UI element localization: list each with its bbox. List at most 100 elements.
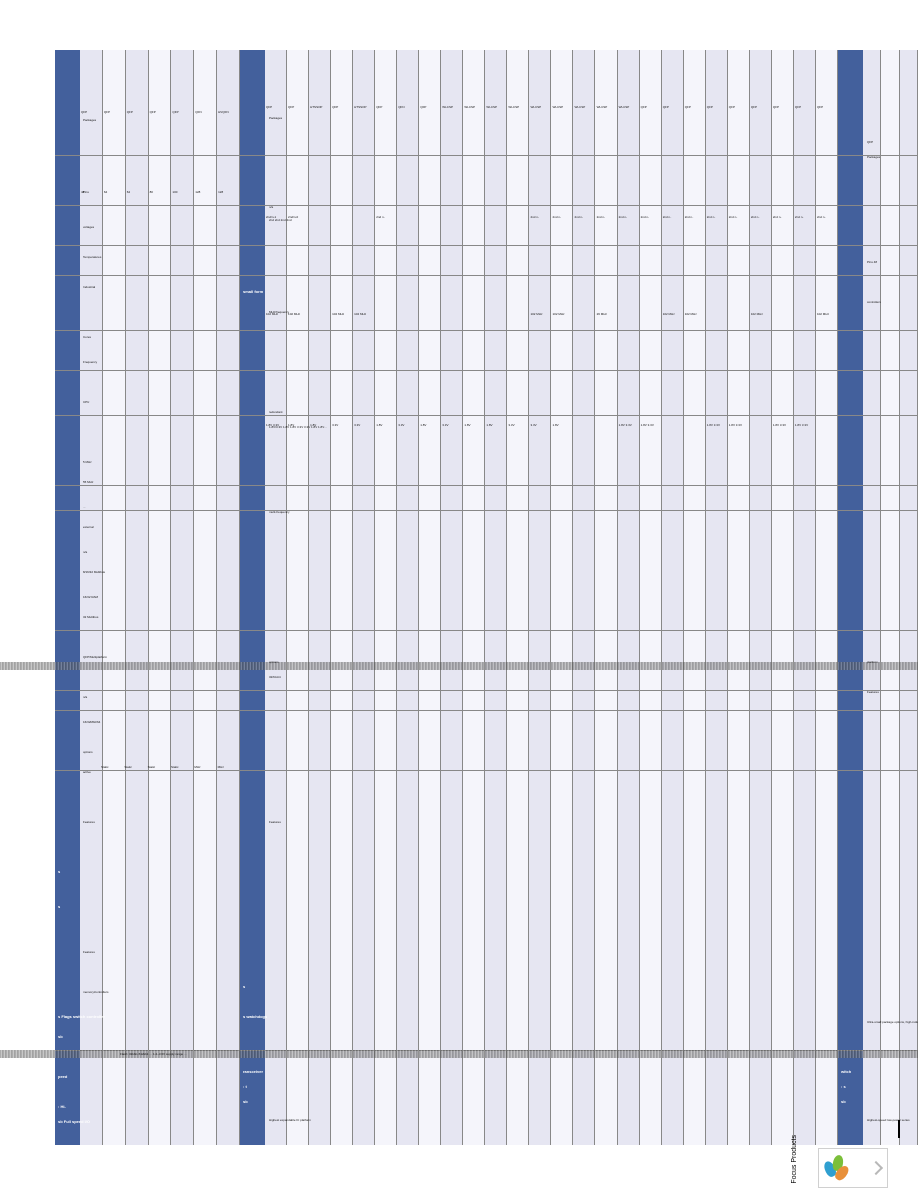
cell-label: : Hi- [58,1105,66,1109]
cell-label: Temperatures [83,255,101,259]
section-divider-3 [838,50,863,1145]
cell-label: QFP [867,140,873,144]
cell-label: QFP [663,105,669,109]
cell-label: Ultra-small package options, high-indust… [867,1020,918,1024]
cell-label: QFP [729,105,735,109]
cell-label: 8/16/32 Multibus [83,570,105,574]
cell-label: QFP [81,110,87,114]
cell-label: QFP [172,110,178,114]
cell-label: 3.3V [442,423,448,427]
cell-label: WLCSP [486,105,497,109]
cell-label: 2nd n- [619,215,628,219]
cell-label: 1.8V [310,423,316,427]
cell-label: 2nd n- [817,215,826,219]
cell-label: 3.3V [332,423,338,427]
table-left [80,50,240,1145]
cell-label: 64 [127,190,130,194]
cell-label: s [243,985,245,989]
cell-label: 1.8V 3.3V [773,423,786,427]
cell-label: options [269,660,279,664]
focus-tick-mark [898,1120,900,1138]
cell-label: Features [83,950,95,954]
cell-label: QFP [751,105,757,109]
cell-label: 3.3V [398,423,404,427]
cell-label: 2nd n- [597,215,606,219]
cell-label: 102 MHz [332,312,344,316]
cell-label: memory/controllers [83,990,109,994]
focus-products-tab[interactable] [818,1148,888,1188]
table-right [863,50,918,1145]
cell-label: ... [83,505,86,509]
cell-label: redundant [269,410,283,414]
cell-label: 64 [104,190,107,194]
cell-label: QFP [707,105,713,109]
cell-label: 100 [172,190,177,194]
cell-label: QFP [773,105,779,109]
cell-label: 102 MHz [266,312,278,316]
cell-label: QFP [420,105,426,109]
cell-label: 2nd n- [729,215,738,219]
yii-logo-icon [825,1155,847,1181]
cell-label: 55 MHz [83,480,93,484]
cell-label: QFP [376,105,382,109]
cell-label: Pins 48 [867,260,877,264]
cell-label: witch [841,1070,851,1074]
cell-label: Highest expandable IC platform [269,1118,311,1122]
cell-label: 1.8V [420,423,426,427]
cell-label: 102 MHz [530,312,542,316]
cell-label: 1.8V [464,423,470,427]
cell-label: QFP [266,105,272,109]
cell-label: 102 MHz [354,312,366,316]
cell-label: WLCSP [575,105,586,109]
chevron-right-icon [869,1161,883,1175]
cell-label: ransceiver [243,1070,263,1074]
cell-label: 32 Multibus [83,615,98,619]
cell-label: n/a [83,550,87,554]
cell-label: 16/32Mbit/64 [83,720,100,724]
section-divider-1 [55,50,80,1145]
cell-label: QFP [795,105,801,109]
cell-label: 2nd n- [530,215,539,219]
cell-label: 1.8V [486,423,492,427]
cell-label: Frequency [83,360,97,364]
cell-label: 1.8V [553,423,559,427]
cell-label: 2nd n- [751,215,760,219]
cell-label: 3.3V [530,423,536,427]
section-divider-2 [240,50,265,1145]
cell-label: s [58,905,60,909]
cell-label: 128 [218,190,223,194]
cell-label: 128 [195,190,200,194]
cell-label: WLCSP [553,105,564,109]
cell-label: s watchdogs [243,1015,267,1019]
cell-label: MHz [194,765,200,769]
cell-label: 1.8V [288,423,294,427]
cell-label: sb Full speed I/O [58,1120,90,1124]
cell-label: QFP [685,105,691,109]
cell-label: QFP [288,105,294,109]
cell-label: CPU [83,400,89,404]
cell-label: s Flags switch controller [58,1015,105,1019]
cell-label: sb [841,1100,846,1104]
cell-label: 102 MHz [817,312,829,316]
cell-label: 32/64-bit [269,675,281,679]
cell-label: voltages [83,225,94,229]
cell-label: 2nd n- [773,215,782,219]
cell-label: 1.8V 3.3V [619,423,632,427]
focus-products-label: Focus Products [791,1135,798,1184]
cell-label: multi-frequency [269,510,290,514]
cell-label: WLCSP [442,105,453,109]
cell-label: 1.8V 3.3V [266,423,279,427]
cell-label: small form [243,290,263,294]
cell-label: 2nd n- [707,215,716,219]
cell-label: platform [867,660,878,664]
cell-label: s [58,870,60,874]
cell-label: Static [171,765,179,769]
cell-label: HTSSOP [310,105,322,109]
cell-label: external [83,525,94,529]
cell-label: QFP [150,110,156,114]
cell-label: 2nd/n-0 [288,215,298,219]
cell-label: QFP/Multiplatform [83,655,107,659]
cell-label: n/a [83,695,87,699]
cell-label: Features [83,820,95,824]
cell-label: WLCSP [619,105,630,109]
